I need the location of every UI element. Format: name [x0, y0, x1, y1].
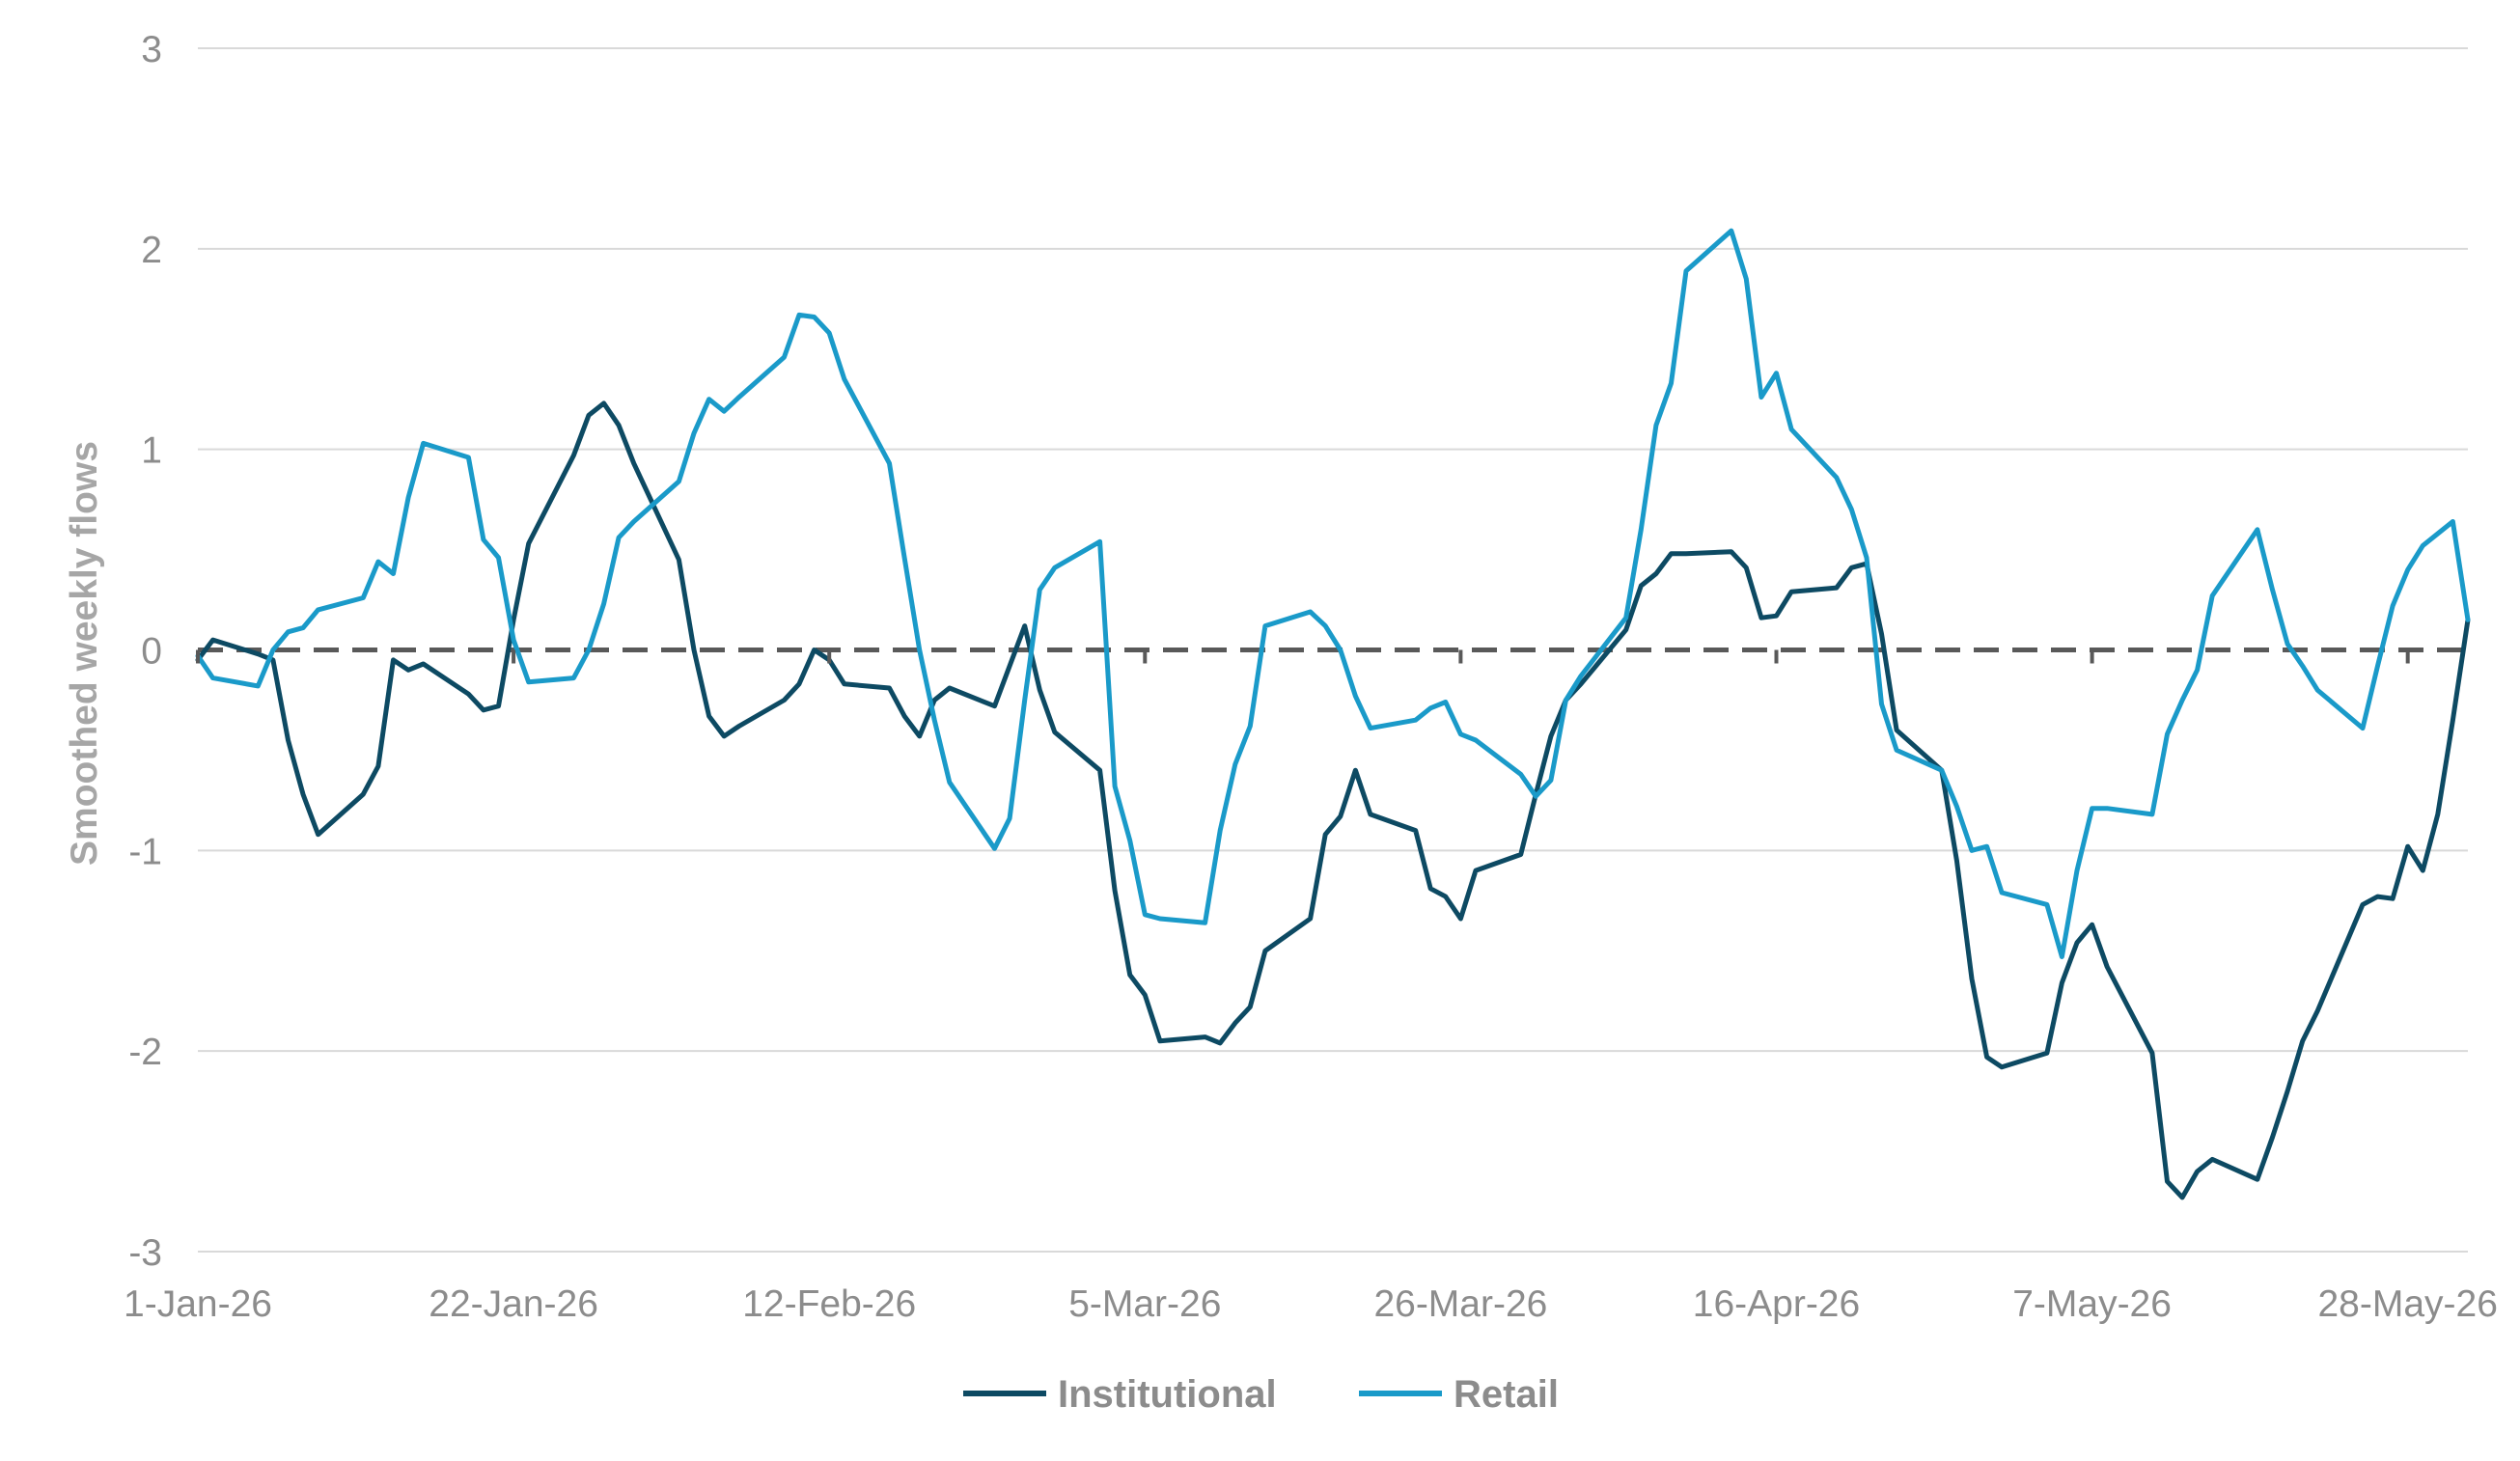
x-axis-ticks: 1-Jan-26 22-Jan-26 12-Feb-26 5-Mar-26 26-Mar… — [124, 649, 2498, 1325]
legend-label: Retail — [1454, 1373, 1559, 1416]
x-tick-label: 5-Mar-26 — [1068, 1283, 1221, 1325]
x-tick-label: 22-Jan-26 — [429, 1283, 598, 1325]
x-tick-label: 7-May-26 — [2012, 1283, 2172, 1325]
y-tick-label: 1 — [141, 430, 162, 472]
legend: Institutional Retail — [963, 1373, 1559, 1416]
x-tick-label: 12-Feb-26 — [742, 1283, 916, 1325]
y-tick-label: 3 — [141, 29, 162, 70]
y-axis-ticks: 3 2 1 0 -1 -2 -3 — [128, 29, 162, 1274]
y-tick-label: 0 — [141, 631, 162, 673]
series-line-institutional — [195, 400, 2471, 1200]
series-lines — [195, 228, 2471, 1200]
legend-label: Institutional — [1058, 1373, 1277, 1416]
y-tick-label: 2 — [141, 230, 162, 271]
x-tick-label: 16-Apr-26 — [1693, 1283, 1860, 1325]
y-tick-label: -3 — [128, 1232, 162, 1274]
x-tick-label: 28-May-26 — [2317, 1283, 2497, 1325]
y-axis-title: Smoothed weekly flows — [64, 441, 105, 866]
x-tick-label: 1-Jan-26 — [124, 1283, 272, 1325]
x-tick-label: 26-Mar-26 — [1373, 1283, 1547, 1325]
y-tick-label: -2 — [128, 1032, 162, 1073]
series-line-retail — [195, 228, 2471, 959]
y-tick-label: -1 — [128, 831, 162, 872]
